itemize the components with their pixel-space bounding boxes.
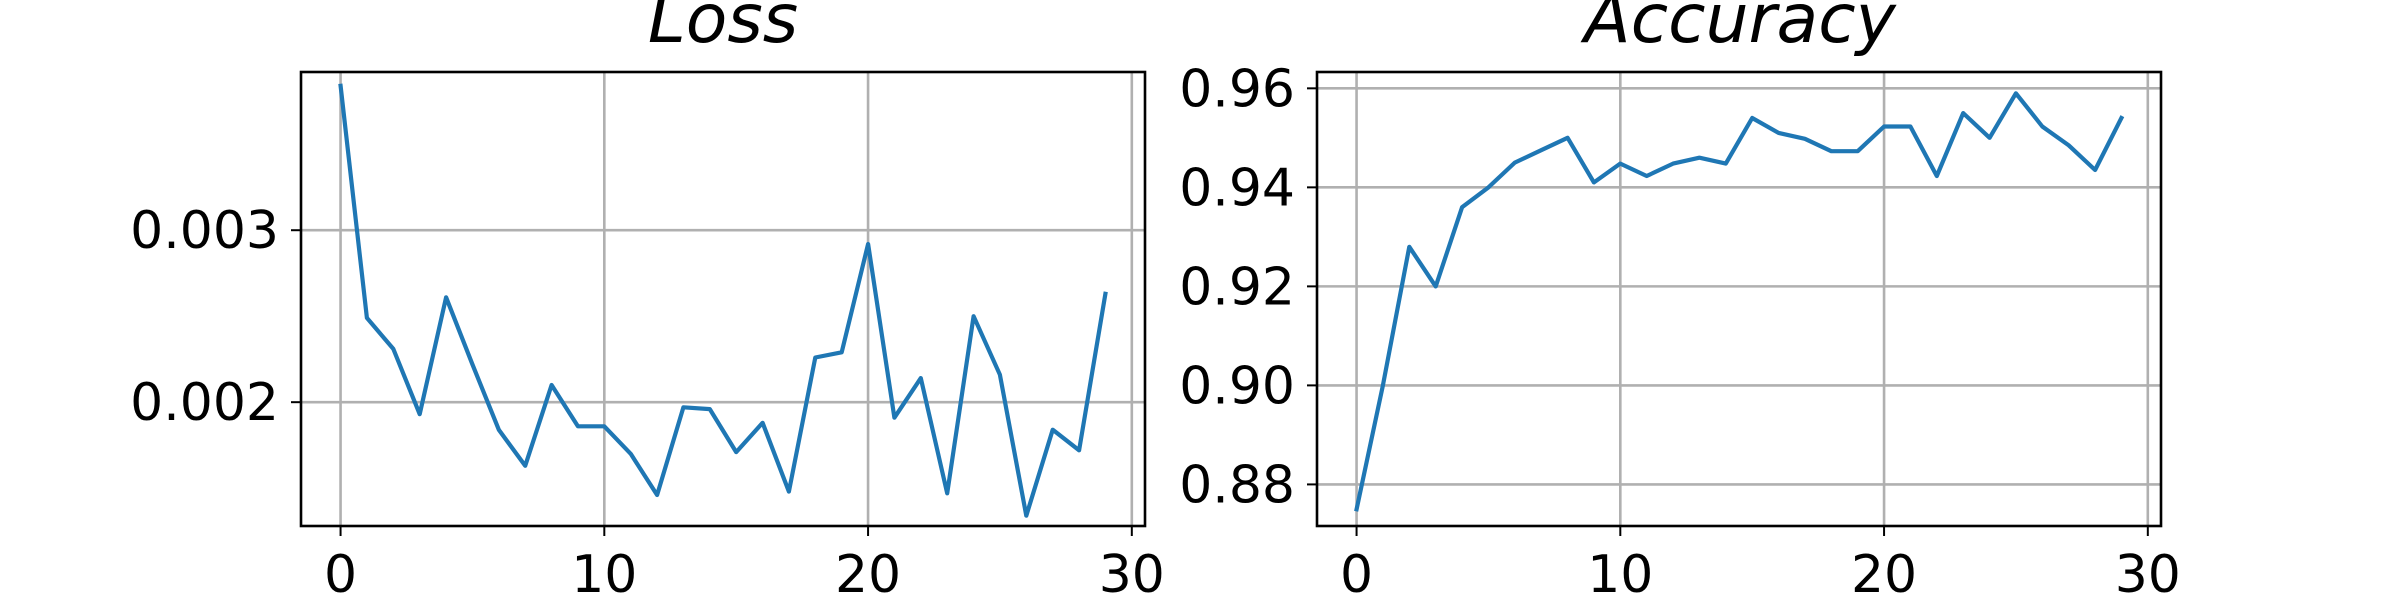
loss-x-tick-label: 30 xyxy=(1099,545,1165,600)
loss-series-line xyxy=(338,83,1108,518)
accuracy-plot-frame xyxy=(1315,70,2163,528)
accuracy-y-tick-label: 0.90 xyxy=(1179,356,1295,416)
accuracy-y-tick-label: 0.94 xyxy=(1179,158,1295,218)
accuracy-x-tick-label: 10 xyxy=(1587,545,1653,600)
accuracy-tick-labels: 0 10 20 30 0.88 0.90 0.92 0.94 0.96 xyxy=(1179,59,2181,600)
accuracy-grid xyxy=(1317,72,2161,526)
accuracy-x-tick-label: 30 xyxy=(2115,545,2181,600)
loss-y-tick-label: 0.003 xyxy=(130,201,279,261)
loss-y-tick-label: 0.002 xyxy=(130,373,279,433)
loss-chart-title: Loss xyxy=(648,0,798,59)
accuracy-x-tick-label: 0 xyxy=(1340,545,1373,600)
accuracy-y-tick-label: 0.88 xyxy=(1179,455,1295,515)
loss-x-tick-label: 10 xyxy=(571,545,637,600)
accuracy-x-tick-label: 20 xyxy=(1851,545,1917,600)
loss-ticks xyxy=(291,229,1133,536)
accuracy-chart: Accuracy 0 10 20 30 0.88 0.90 0.92 0.94 0.96 xyxy=(1179,0,2181,600)
accuracy-y-tick-label: 0.96 xyxy=(1179,59,1295,119)
loss-chart: Loss 0 10 20 30 0.002 0.003 xyxy=(130,0,1165,600)
accuracy-ticks xyxy=(1307,87,2149,536)
accuracy-chart-title: Accuracy xyxy=(1580,0,1896,59)
accuracy-series-line xyxy=(1354,91,2125,512)
loss-x-tick-label: 20 xyxy=(835,545,901,600)
loss-x-tick-label: 0 xyxy=(324,545,357,600)
loss-tick-labels: 0 10 20 30 0.002 0.003 xyxy=(130,201,1165,600)
accuracy-y-tick-label: 0.92 xyxy=(1179,257,1295,317)
loss-plot-frame xyxy=(299,70,1147,528)
